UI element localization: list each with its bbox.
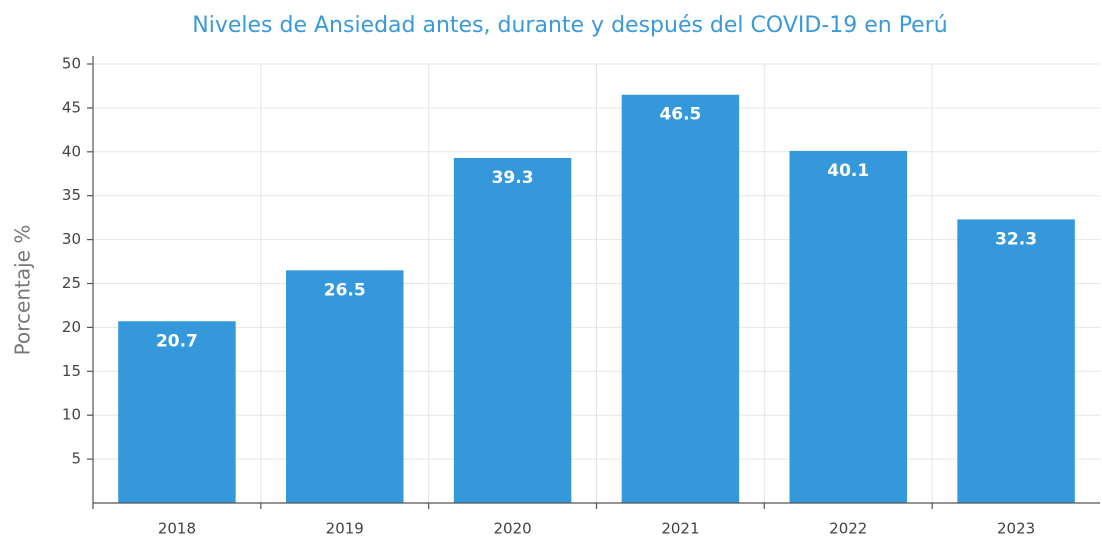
y-tick-label: 45 [62, 98, 81, 116]
y-tick-label: 35 [62, 186, 81, 204]
bar [789, 150, 907, 503]
x-tick-label: 2023 [997, 520, 1035, 538]
bar [118, 321, 236, 503]
chart-title: Niveles de Ansiedad antes, durante y des… [192, 13, 947, 38]
y-tick-label: 25 [62, 274, 81, 292]
y-tick-label: 5 [71, 450, 81, 468]
y-tick-label: 15 [62, 362, 81, 380]
data-label: 32.3 [995, 229, 1037, 249]
bar [957, 219, 1075, 503]
x-tick-label: 2021 [661, 520, 699, 538]
x-tick-label: 2022 [829, 520, 867, 538]
bar [286, 270, 404, 503]
data-label: 40.1 [827, 161, 869, 181]
y-tick-label: 10 [62, 406, 81, 424]
data-label: 20.7 [156, 331, 198, 351]
y-axis-label: Porcentaje % [11, 225, 35, 356]
y-tick-label: 50 [62, 55, 81, 73]
x-tick-label: 2020 [493, 520, 531, 538]
bar [453, 157, 572, 504]
y-tick-label: 30 [62, 230, 81, 248]
data-label: 39.3 [492, 168, 534, 188]
y-tick-label: 40 [62, 142, 81, 160]
x-tick-label: 2019 [326, 520, 364, 538]
y-tick-label: 20 [62, 318, 81, 336]
bar [621, 94, 740, 503]
data-label: 26.5 [324, 280, 366, 300]
x-tick-label: 2018 [158, 520, 196, 538]
data-label: 46.5 [659, 105, 701, 125]
